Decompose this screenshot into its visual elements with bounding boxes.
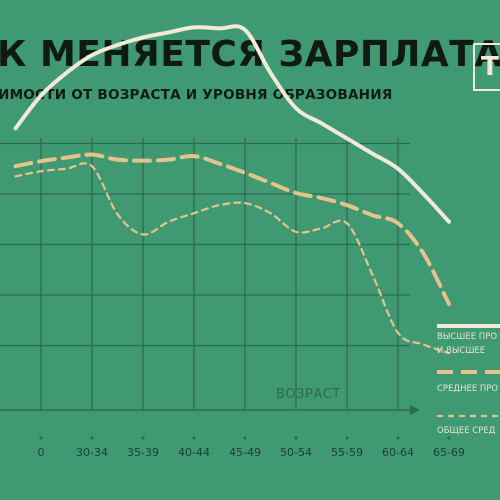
x-tick-dot (141, 436, 145, 440)
x-tick-label: 45-49 (229, 446, 261, 459)
x-tick-label: 30-34 (76, 446, 108, 459)
x-tick-dot (447, 436, 451, 440)
x-tick-label: 35-39 (127, 446, 159, 459)
chart-legend (437, 324, 500, 418)
x-tick-dot (90, 436, 94, 440)
x-tick-label: 50-54 (280, 446, 312, 459)
logo-badge: T (473, 43, 500, 91)
logo-letter: T (481, 52, 499, 82)
x-axis: ВОЗРАСТ 0 30-34 35-39 40-44 45-49 50-54 55-59 60… (0, 387, 465, 459)
x-tick-label: 40-44 (178, 446, 210, 459)
x-tick-dot (345, 436, 349, 440)
legend-label-general: ОБЩЕЕ СРЕД (437, 426, 496, 436)
x-tick-dot (192, 436, 196, 440)
x-tick-label: 0 (38, 446, 45, 459)
series-line-general (14, 162, 451, 355)
x-tick-dot (396, 436, 400, 440)
x-tick-label: 55-59 (331, 446, 363, 459)
series-line-higher (13, 24, 451, 224)
chart-title: К МЕНЯЕТСЯ ЗАРПЛАТА (0, 34, 500, 75)
x-tick-label: 60-64 (382, 446, 414, 459)
x-axis-arrow (410, 405, 420, 415)
legend-label-secondary: СРЕДНЕЕ ПРО (437, 384, 499, 394)
x-tick-dot (243, 436, 247, 440)
x-axis-title: ВОЗРАСТ (276, 387, 341, 402)
series-line-secondary (13, 152, 451, 307)
x-tick-dot (294, 436, 298, 440)
chart-grid (0, 138, 410, 410)
x-tick-dot (39, 436, 43, 440)
legend-label-higher: ВЫСШЕЕ ПРО И ВЫСШЕЕ (437, 332, 498, 356)
chart-series (13, 24, 451, 355)
chart-subtitle: ИМОСТИ ОТ ВОЗРАСТА И УРОВНЯ ОБРАЗОВАНИЯ (0, 87, 393, 103)
x-tick-label: 65-69 (433, 446, 465, 459)
